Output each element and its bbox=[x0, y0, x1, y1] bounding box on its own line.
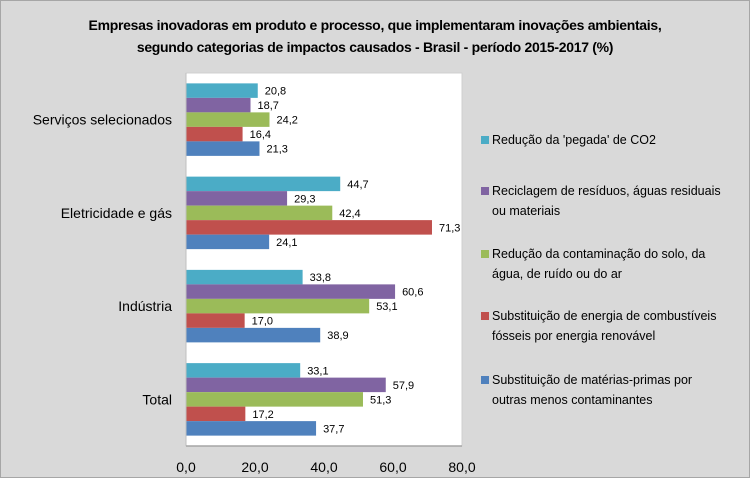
legend-label-line: Substituição de energia de combustíveis bbox=[492, 309, 717, 323]
data-label-3-1: 57,9 bbox=[393, 380, 414, 392]
data-label-3-4: 37,7 bbox=[323, 423, 344, 435]
bar-0-0 bbox=[186, 83, 258, 98]
legend-item-0: Redução da 'pegada' de CO2 bbox=[481, 130, 746, 150]
bar-2-0 bbox=[186, 269, 303, 285]
legend-label-line: outras menos contaminantes bbox=[492, 393, 653, 407]
legend-swatch-icon bbox=[481, 187, 489, 195]
data-label-2-3: 17,0 bbox=[252, 316, 273, 328]
bar-2-2 bbox=[186, 298, 370, 314]
legend-swatch-icon bbox=[481, 376, 489, 384]
legend-label: Substituição de matérias-primas por outra… bbox=[492, 370, 692, 410]
legend-label: Reciclagem de resíduos, águas residuais o… bbox=[492, 181, 721, 221]
bar-0-2 bbox=[186, 112, 270, 127]
data-label-1-2: 42,4 bbox=[339, 208, 360, 220]
chart-title: Empresas inovadoras em produto e process… bbox=[0, 14, 750, 58]
data-label-1-4: 24,1 bbox=[276, 237, 297, 249]
data-label-2-4: 38,9 bbox=[327, 330, 348, 342]
legend-swatch-icon bbox=[481, 250, 489, 258]
legend-item-1: Reciclagem de resíduos, águas residuais o… bbox=[481, 181, 746, 221]
bar-1-4 bbox=[186, 234, 270, 250]
bar-3-2 bbox=[186, 392, 363, 407]
x-tick-label-2: 40,0 bbox=[310, 459, 337, 475]
chart-title-line-2: segundo categorias de impactos causados … bbox=[136, 39, 614, 55]
bar-3-3 bbox=[186, 406, 246, 422]
legend-label-line: Substituição de matérias-primas por bbox=[492, 373, 693, 387]
data-label-0-4: 21,3 bbox=[266, 144, 287, 156]
bar-3-4 bbox=[186, 421, 317, 436]
data-label-0-0: 20,8 bbox=[265, 86, 286, 98]
data-label-2-0: 33,8 bbox=[310, 272, 331, 284]
category-label-0: Serviços selecionados bbox=[33, 112, 172, 128]
legend-label-line: fósseis por energia renovável bbox=[492, 329, 656, 343]
legend-label-line: Redução da contaminação do solo, da bbox=[492, 247, 706, 261]
bar-0-4 bbox=[186, 141, 260, 156]
x-tick-label-3: 60,0 bbox=[379, 459, 406, 475]
data-label-3-3: 17,2 bbox=[252, 409, 273, 421]
data-label-3-2: 51,3 bbox=[370, 394, 391, 406]
legend-label: Redução da contaminação do solo, da água,… bbox=[492, 244, 705, 284]
legend-label-line: Redução da 'pegada' de CO2 bbox=[492, 133, 656, 147]
chart-title-line-1: Empresas inovadoras em produto e process… bbox=[88, 17, 662, 33]
bar-1-2 bbox=[186, 205, 333, 221]
data-label-0-3: 16,4 bbox=[250, 129, 271, 141]
legend-item-2: Redução da contaminação do solo, da água,… bbox=[481, 244, 746, 284]
legend-label: Substituição de energia de combustíveis f… bbox=[492, 306, 716, 346]
bar-1-1 bbox=[186, 191, 288, 206]
bar-1-0 bbox=[186, 176, 341, 192]
legend-item-4: Substituição de matérias-primas por outra… bbox=[481, 370, 746, 410]
x-tick-label-4: 80,0 bbox=[448, 459, 475, 475]
x-axis-ticks: 0,0 20,0 40,0 60,0 80,0 bbox=[176, 459, 476, 475]
legend-swatch-icon bbox=[481, 312, 489, 320]
bars-group: 20,8 18,7 24,2 16,4 21,3 44,7 29,3 42,4 71,3 24,1… bbox=[186, 83, 460, 436]
legend-label-line: água, de ruído ou do ar bbox=[492, 267, 622, 281]
bar-1-3 bbox=[186, 220, 432, 235]
x-tick-label-0: 0,0 bbox=[176, 459, 196, 475]
legend-label: Redução da 'pegada' de CO2 bbox=[492, 130, 656, 150]
category-label-2: Indústria bbox=[118, 298, 172, 314]
legend-item-3: Substituição de energia de combustíveis f… bbox=[481, 306, 746, 346]
bar-0-1 bbox=[186, 97, 251, 113]
category-label-3: Total bbox=[142, 391, 172, 407]
legend-label-line: Reciclagem de resíduos, águas residuais bbox=[492, 184, 721, 198]
legend-label-line: ou materiais bbox=[492, 204, 561, 218]
data-label-0-2: 24,2 bbox=[276, 115, 297, 127]
data-label-1-0: 44,7 bbox=[347, 179, 368, 191]
bar-0-3 bbox=[186, 126, 243, 142]
data-label-1-3: 71,3 bbox=[439, 222, 460, 234]
bar-2-1 bbox=[186, 284, 396, 299]
x-tick-label-1: 20,0 bbox=[241, 459, 268, 475]
data-label-2-2: 53,1 bbox=[376, 301, 397, 313]
bar-3-0 bbox=[186, 363, 301, 378]
category-labels: Serviços selecionados Eletricidade e gás I… bbox=[33, 112, 173, 408]
legend-swatch-icon bbox=[481, 136, 489, 144]
bar-2-4 bbox=[186, 327, 321, 343]
category-label-1: Eletricidade e gás bbox=[61, 205, 172, 221]
data-label-2-1: 60,6 bbox=[402, 287, 423, 299]
data-label-0-1: 18,7 bbox=[258, 100, 279, 112]
data-label-3-0: 33,1 bbox=[307, 365, 328, 377]
bar-2-3 bbox=[186, 313, 245, 328]
data-label-1-1: 29,3 bbox=[294, 193, 315, 205]
bar-3-1 bbox=[186, 377, 386, 393]
